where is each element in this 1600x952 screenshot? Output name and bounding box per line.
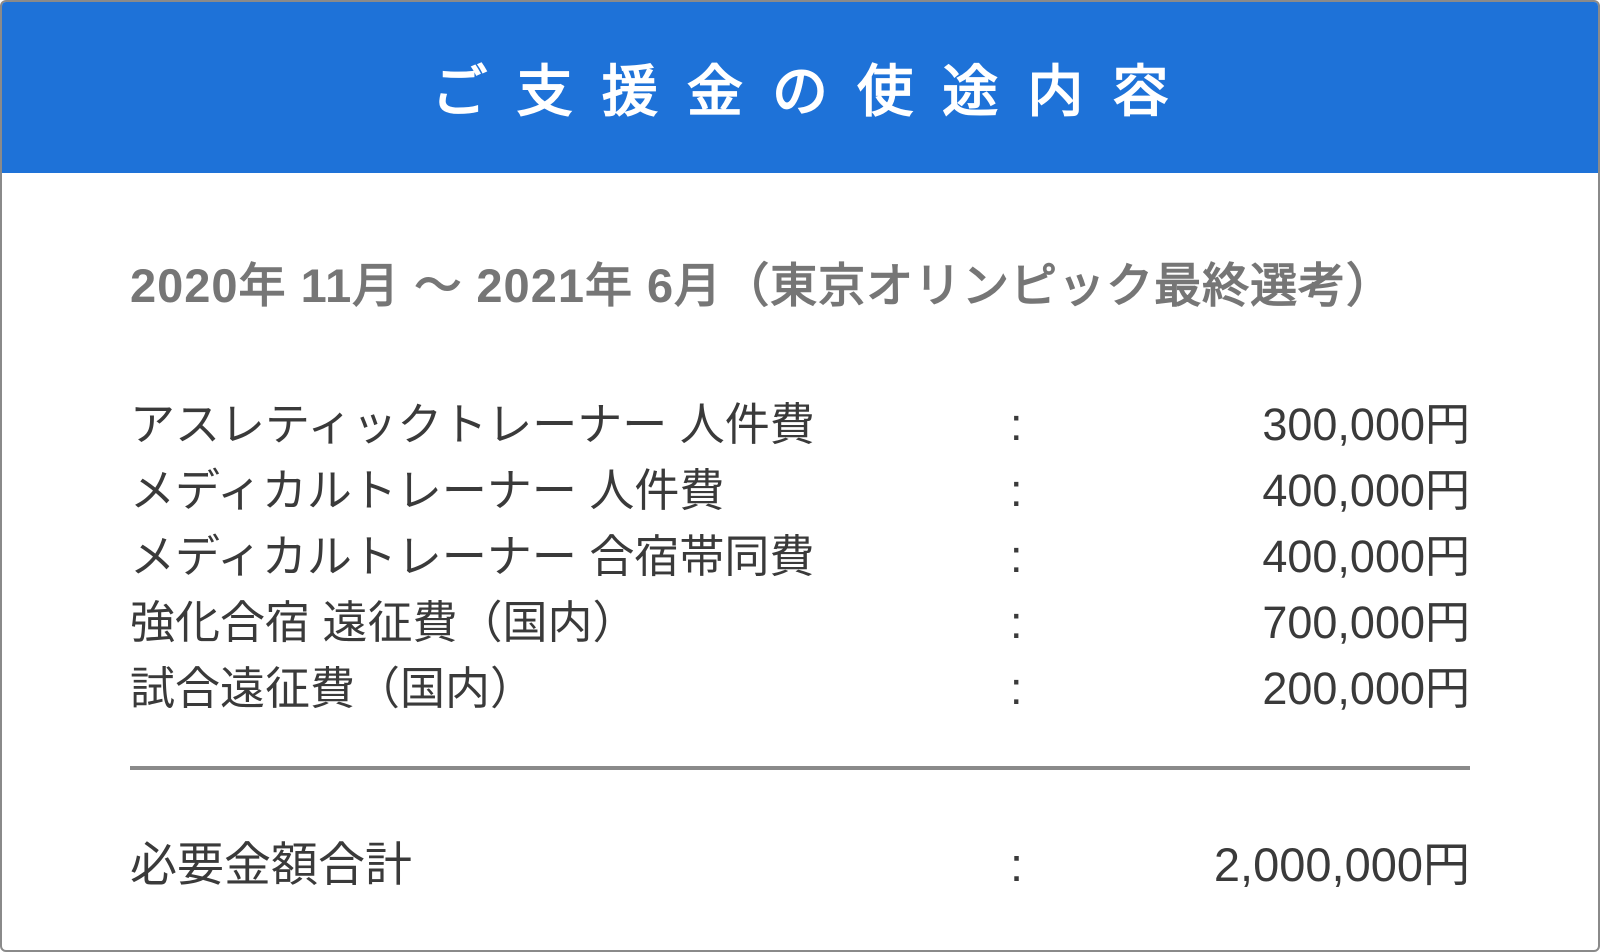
expense-amount: 400,000円 — [1262, 465, 1470, 516]
expense-label: 強化合宿 遠征費（国内） — [130, 597, 638, 648]
expense-colon: : — [1010, 597, 1023, 648]
expense-row: アスレティックトレーナー 人件費 : 300,000円 — [130, 388, 1470, 454]
total-divider — [130, 766, 1470, 770]
expense-list: アスレティックトレーナー 人件費 : 300,000円 メディカルトレーナー 人… — [130, 388, 1470, 718]
expense-label: メディカルトレーナー 合宿帯同費 — [130, 531, 815, 582]
card-header: ご支援金の使途内容 — [2, 2, 1598, 173]
total-row: 必要金額合計 : 2,000,000円 — [130, 826, 1470, 896]
total-colon: : — [1010, 838, 1024, 891]
expense-colon: : — [1010, 399, 1023, 450]
expense-colon: : — [1010, 663, 1023, 714]
expense-amount: 400,000円 — [1262, 531, 1470, 582]
expense-label: 試合遠征費（国内） — [130, 663, 536, 714]
expense-amount: 300,000円 — [1262, 399, 1470, 450]
period-subtitle: 2020年 11月 〜 2021年 6月（東京オリンピック最終選考） — [130, 259, 1395, 312]
card-body: 2020年 11月 〜 2021年 6月（東京オリンピック最終選考） アスレティ… — [2, 173, 1598, 950]
expense-row: メディカルトレーナー 人件費 : 400,000円 — [130, 454, 1470, 520]
expense-row: 試合遠征費（国内） : 200,000円 — [130, 652, 1470, 718]
expense-row: 強化合宿 遠征費（国内） : 700,000円 — [130, 586, 1470, 652]
total-label: 必要金額合計 — [130, 838, 412, 891]
expense-label: メディカルトレーナー 人件費 — [130, 465, 725, 516]
page-title: ご支援金の使途内容 — [431, 60, 1198, 123]
expense-amount: 200,000円 — [1262, 663, 1470, 714]
total-amount: 2,000,000円 — [1213, 838, 1470, 891]
expense-amount: 700,000円 — [1262, 597, 1470, 648]
expense-label: アスレティックトレーナー 人件費 — [130, 399, 815, 450]
expense-colon: : — [1010, 465, 1023, 516]
expense-row: メディカルトレーナー 合宿帯同費 : 400,000円 — [130, 520, 1470, 586]
expense-colon: : — [1010, 531, 1023, 582]
